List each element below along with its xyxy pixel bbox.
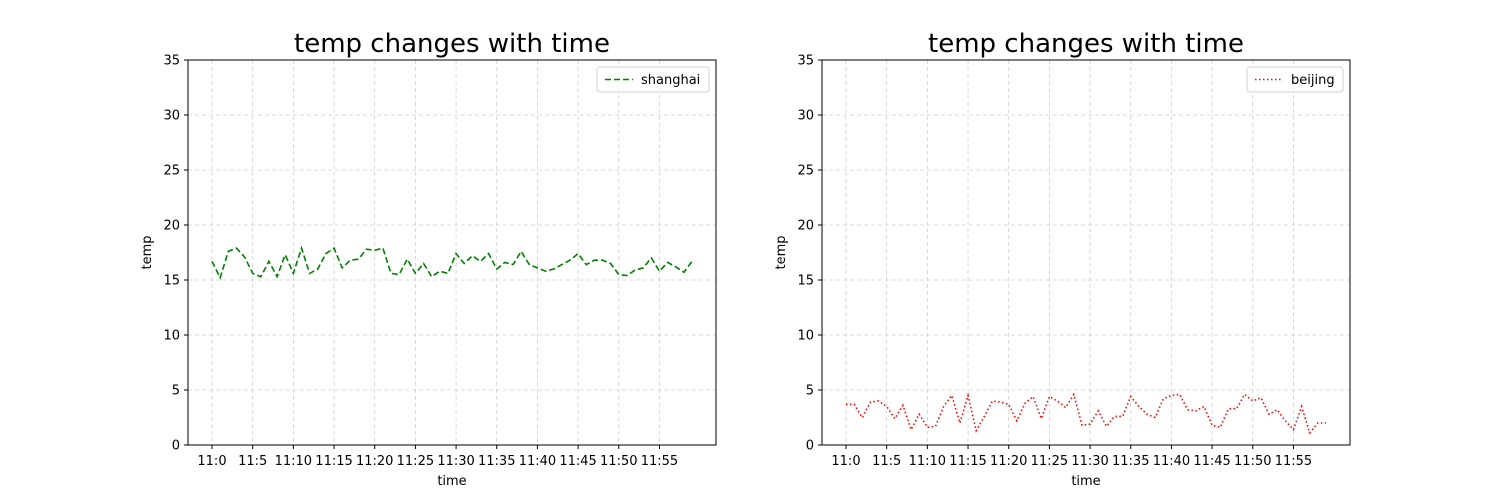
series-line-shanghai	[211, 245, 693, 280]
x-tick-label: 11:50	[1234, 454, 1271, 469]
x-tick-label: 11:50	[600, 454, 637, 469]
y-axis-label: temp	[774, 235, 789, 269]
x-tick-label: 11:5	[872, 454, 901, 469]
x-tick-label: 11:45	[559, 454, 596, 469]
y-tick-label: 0	[806, 439, 814, 454]
y-tick-label: 30	[797, 109, 814, 124]
y-tick-label: 10	[163, 329, 180, 344]
x-tick-label: 11:40	[519, 454, 556, 469]
x-tick-label: 11:30	[437, 454, 474, 469]
x-tick-label: 11:20	[990, 454, 1027, 469]
x-tick-label: 11:10	[275, 454, 312, 469]
y-tick-label: 35	[797, 54, 814, 69]
x-tick-label: 11:15	[315, 454, 352, 469]
x-tick-label: 11:40	[1153, 454, 1190, 469]
x-tick-label: 11:5	[238, 454, 267, 469]
legend-label: shanghai	[641, 73, 700, 88]
legend-label: beijing	[1291, 73, 1335, 88]
x-tick-label: 11:20	[356, 454, 393, 469]
y-tick-label: 25	[797, 164, 814, 179]
x-tick-label: 11:15	[949, 454, 986, 469]
plot-frame	[821, 59, 1351, 446]
legend: shanghai	[596, 66, 710, 93]
y-tick-label: 25	[163, 164, 180, 179]
y-tick-label: 0	[172, 439, 180, 454]
legend-box	[596, 66, 710, 93]
plot-frame	[187, 59, 717, 446]
y-tick-label: 30	[163, 109, 180, 124]
x-tick-label: 11:55	[641, 454, 678, 469]
y-tick-label: 5	[806, 384, 814, 399]
chart-panel-1: 0 5 10 15 20 25 30 35 11:0 11:5 11:10 11:15 11:20 11:…	[140, 29, 717, 489]
x-axis-label: time	[437, 474, 466, 489]
y-tick-label: 20	[163, 219, 180, 234]
chart-panel-2: 0 5 10 15 20 25 30 35 11:0 11:5 11:10 11:15 11:20 11:…	[774, 29, 1351, 489]
x-tick-label: 11:25	[1031, 454, 1068, 469]
chart-title: temp changes with time	[294, 29, 610, 59]
x-tick-label: 11:35	[478, 454, 515, 469]
x-tick-label: 11:30	[1071, 454, 1108, 469]
legend: beijing	[1246, 66, 1344, 93]
y-tick-label: 15	[163, 274, 180, 289]
y-tick-label: 15	[797, 274, 814, 289]
legend-box	[1246, 66, 1344, 93]
x-tick-label: 11:45	[1193, 454, 1230, 469]
series-line-beijing	[846, 392, 1326, 435]
y-tick-label: 20	[797, 219, 814, 234]
y-axis-label: temp	[140, 235, 155, 269]
x-tick-label: 11:25	[397, 454, 434, 469]
x-tick-label: 11:55	[1275, 454, 1312, 469]
x-tick-label: 11:35	[1112, 454, 1149, 469]
y-tick-label: 10	[797, 329, 814, 344]
chart-title: temp changes with time	[928, 29, 1244, 59]
x-axis-label: time	[1071, 474, 1100, 489]
y-tick-label: 5	[172, 384, 180, 399]
y-tick-label: 35	[163, 54, 180, 69]
x-tick-label: 11:0	[197, 454, 226, 469]
x-tick-label: 11:10	[909, 454, 946, 469]
x-tick-label: 11:0	[831, 454, 860, 469]
